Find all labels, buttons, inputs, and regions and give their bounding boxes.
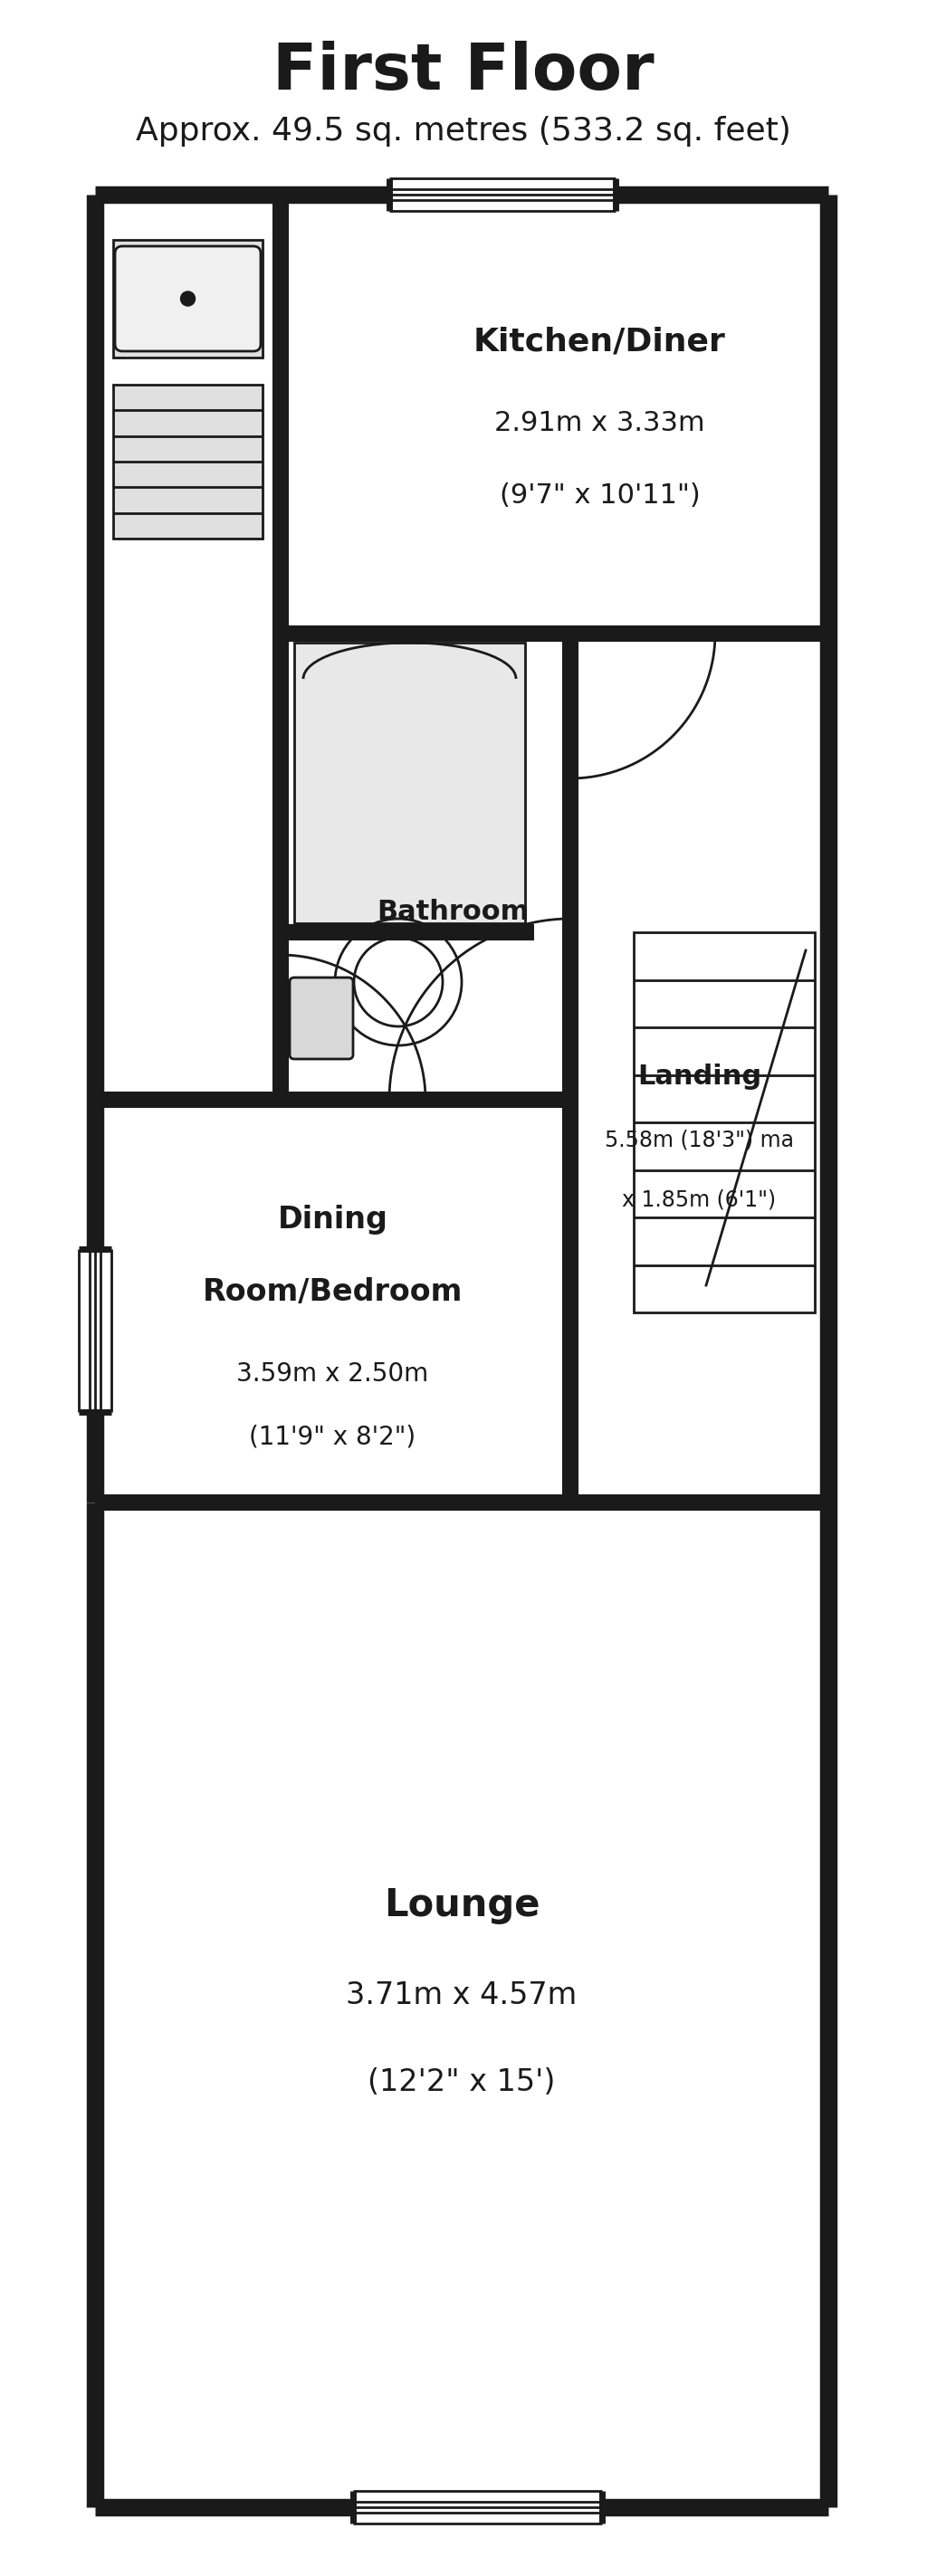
- Text: (9'7" x 10'11"): (9'7" x 10'11"): [500, 482, 700, 507]
- Bar: [294, 641, 525, 922]
- Bar: [634, 933, 815, 1311]
- Bar: [113, 240, 262, 358]
- Text: Room/Bedroom: Room/Bedroom: [203, 1278, 463, 1306]
- Text: Kitchen/Diner: Kitchen/Diner: [474, 327, 726, 358]
- FancyBboxPatch shape: [289, 976, 353, 1059]
- Bar: [294, 641, 525, 922]
- Text: 5.58m (18'3") ma: 5.58m (18'3") ma: [604, 1131, 794, 1151]
- Bar: [389, 178, 616, 211]
- Text: Dining: Dining: [277, 1206, 387, 1234]
- Bar: [113, 240, 262, 358]
- Text: (11'9" x 8'2"): (11'9" x 8'2"): [249, 1425, 416, 1450]
- Text: 3.71m x 4.57m: 3.71m x 4.57m: [346, 1981, 578, 2012]
- Text: Approx. 49.5 sq. metres (533.2 sq. feet): Approx. 49.5 sq. metres (533.2 sq. feet): [136, 116, 791, 147]
- Text: 3.59m x 2.50m: 3.59m x 2.50m: [236, 1360, 429, 1386]
- Text: Landing: Landing: [637, 1064, 761, 1090]
- Bar: [95, 196, 829, 2506]
- Circle shape: [181, 291, 195, 307]
- Text: Lounge: Lounge: [384, 1886, 540, 1924]
- Text: (12'2" x 15'): (12'2" x 15'): [368, 2066, 555, 2097]
- FancyBboxPatch shape: [115, 247, 260, 350]
- Text: x 1.85m (6'1"): x 1.85m (6'1"): [622, 1188, 776, 1211]
- Bar: [113, 384, 262, 538]
- Bar: [113, 384, 262, 538]
- Text: First Floor: First Floor: [273, 41, 654, 103]
- Bar: [353, 2491, 602, 2524]
- Bar: [79, 1249, 111, 1412]
- Text: 2.91m x 3.33m: 2.91m x 3.33m: [494, 410, 705, 435]
- Text: Bathroom: Bathroom: [376, 899, 528, 925]
